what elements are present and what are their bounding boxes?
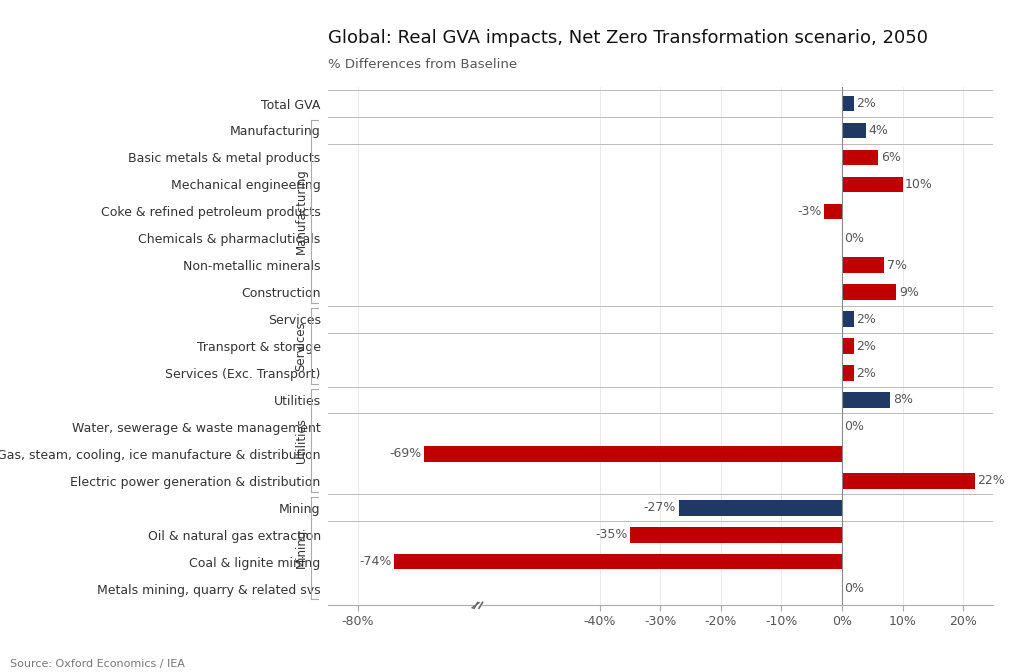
- Bar: [842, 150, 879, 165]
- Text: 9%: 9%: [899, 286, 919, 298]
- Text: -74%: -74%: [359, 555, 392, 569]
- Text: -35%: -35%: [595, 528, 628, 541]
- Text: 2%: 2%: [856, 97, 877, 110]
- Text: -3%: -3%: [797, 205, 821, 218]
- Text: 4%: 4%: [868, 124, 889, 137]
- Bar: [842, 392, 891, 408]
- Text: 2%: 2%: [856, 339, 877, 353]
- Bar: [842, 284, 896, 300]
- Text: -69%: -69%: [390, 448, 422, 460]
- Bar: [630, 527, 842, 542]
- Text: Global: Real GVA impacts, Net Zero Transformation scenario, 2050: Global: Real GVA impacts, Net Zero Trans…: [328, 29, 928, 47]
- Text: 2%: 2%: [856, 312, 877, 326]
- Bar: [425, 446, 842, 462]
- Bar: [842, 95, 854, 112]
- Text: 0%: 0%: [845, 232, 864, 245]
- Text: 7%: 7%: [887, 259, 907, 271]
- Text: Manufacturing: Manufacturing: [295, 169, 307, 254]
- Bar: [842, 257, 885, 273]
- Text: 10%: 10%: [905, 178, 933, 191]
- Text: % Differences from Baseline: % Differences from Baseline: [328, 58, 517, 71]
- Text: 6%: 6%: [881, 151, 901, 164]
- Bar: [842, 177, 902, 192]
- Text: Services: Services: [295, 321, 307, 371]
- Text: 8%: 8%: [893, 394, 912, 407]
- Bar: [842, 123, 866, 138]
- Text: 2%: 2%: [856, 366, 877, 380]
- Bar: [679, 500, 842, 515]
- Bar: [842, 311, 854, 327]
- Text: 22%: 22%: [978, 474, 1006, 487]
- Bar: [842, 338, 854, 354]
- Text: Utilities: Utilities: [295, 418, 307, 463]
- Bar: [394, 554, 842, 569]
- Bar: [842, 365, 854, 381]
- Text: Source: Oxford Economics / IEA: Source: Oxford Economics / IEA: [10, 659, 185, 669]
- Text: 0%: 0%: [845, 582, 864, 595]
- Text: -27%: -27%: [644, 501, 676, 514]
- Text: 0%: 0%: [845, 421, 864, 433]
- Bar: [842, 473, 975, 489]
- Bar: [824, 204, 842, 219]
- Text: Mining: Mining: [295, 528, 307, 568]
